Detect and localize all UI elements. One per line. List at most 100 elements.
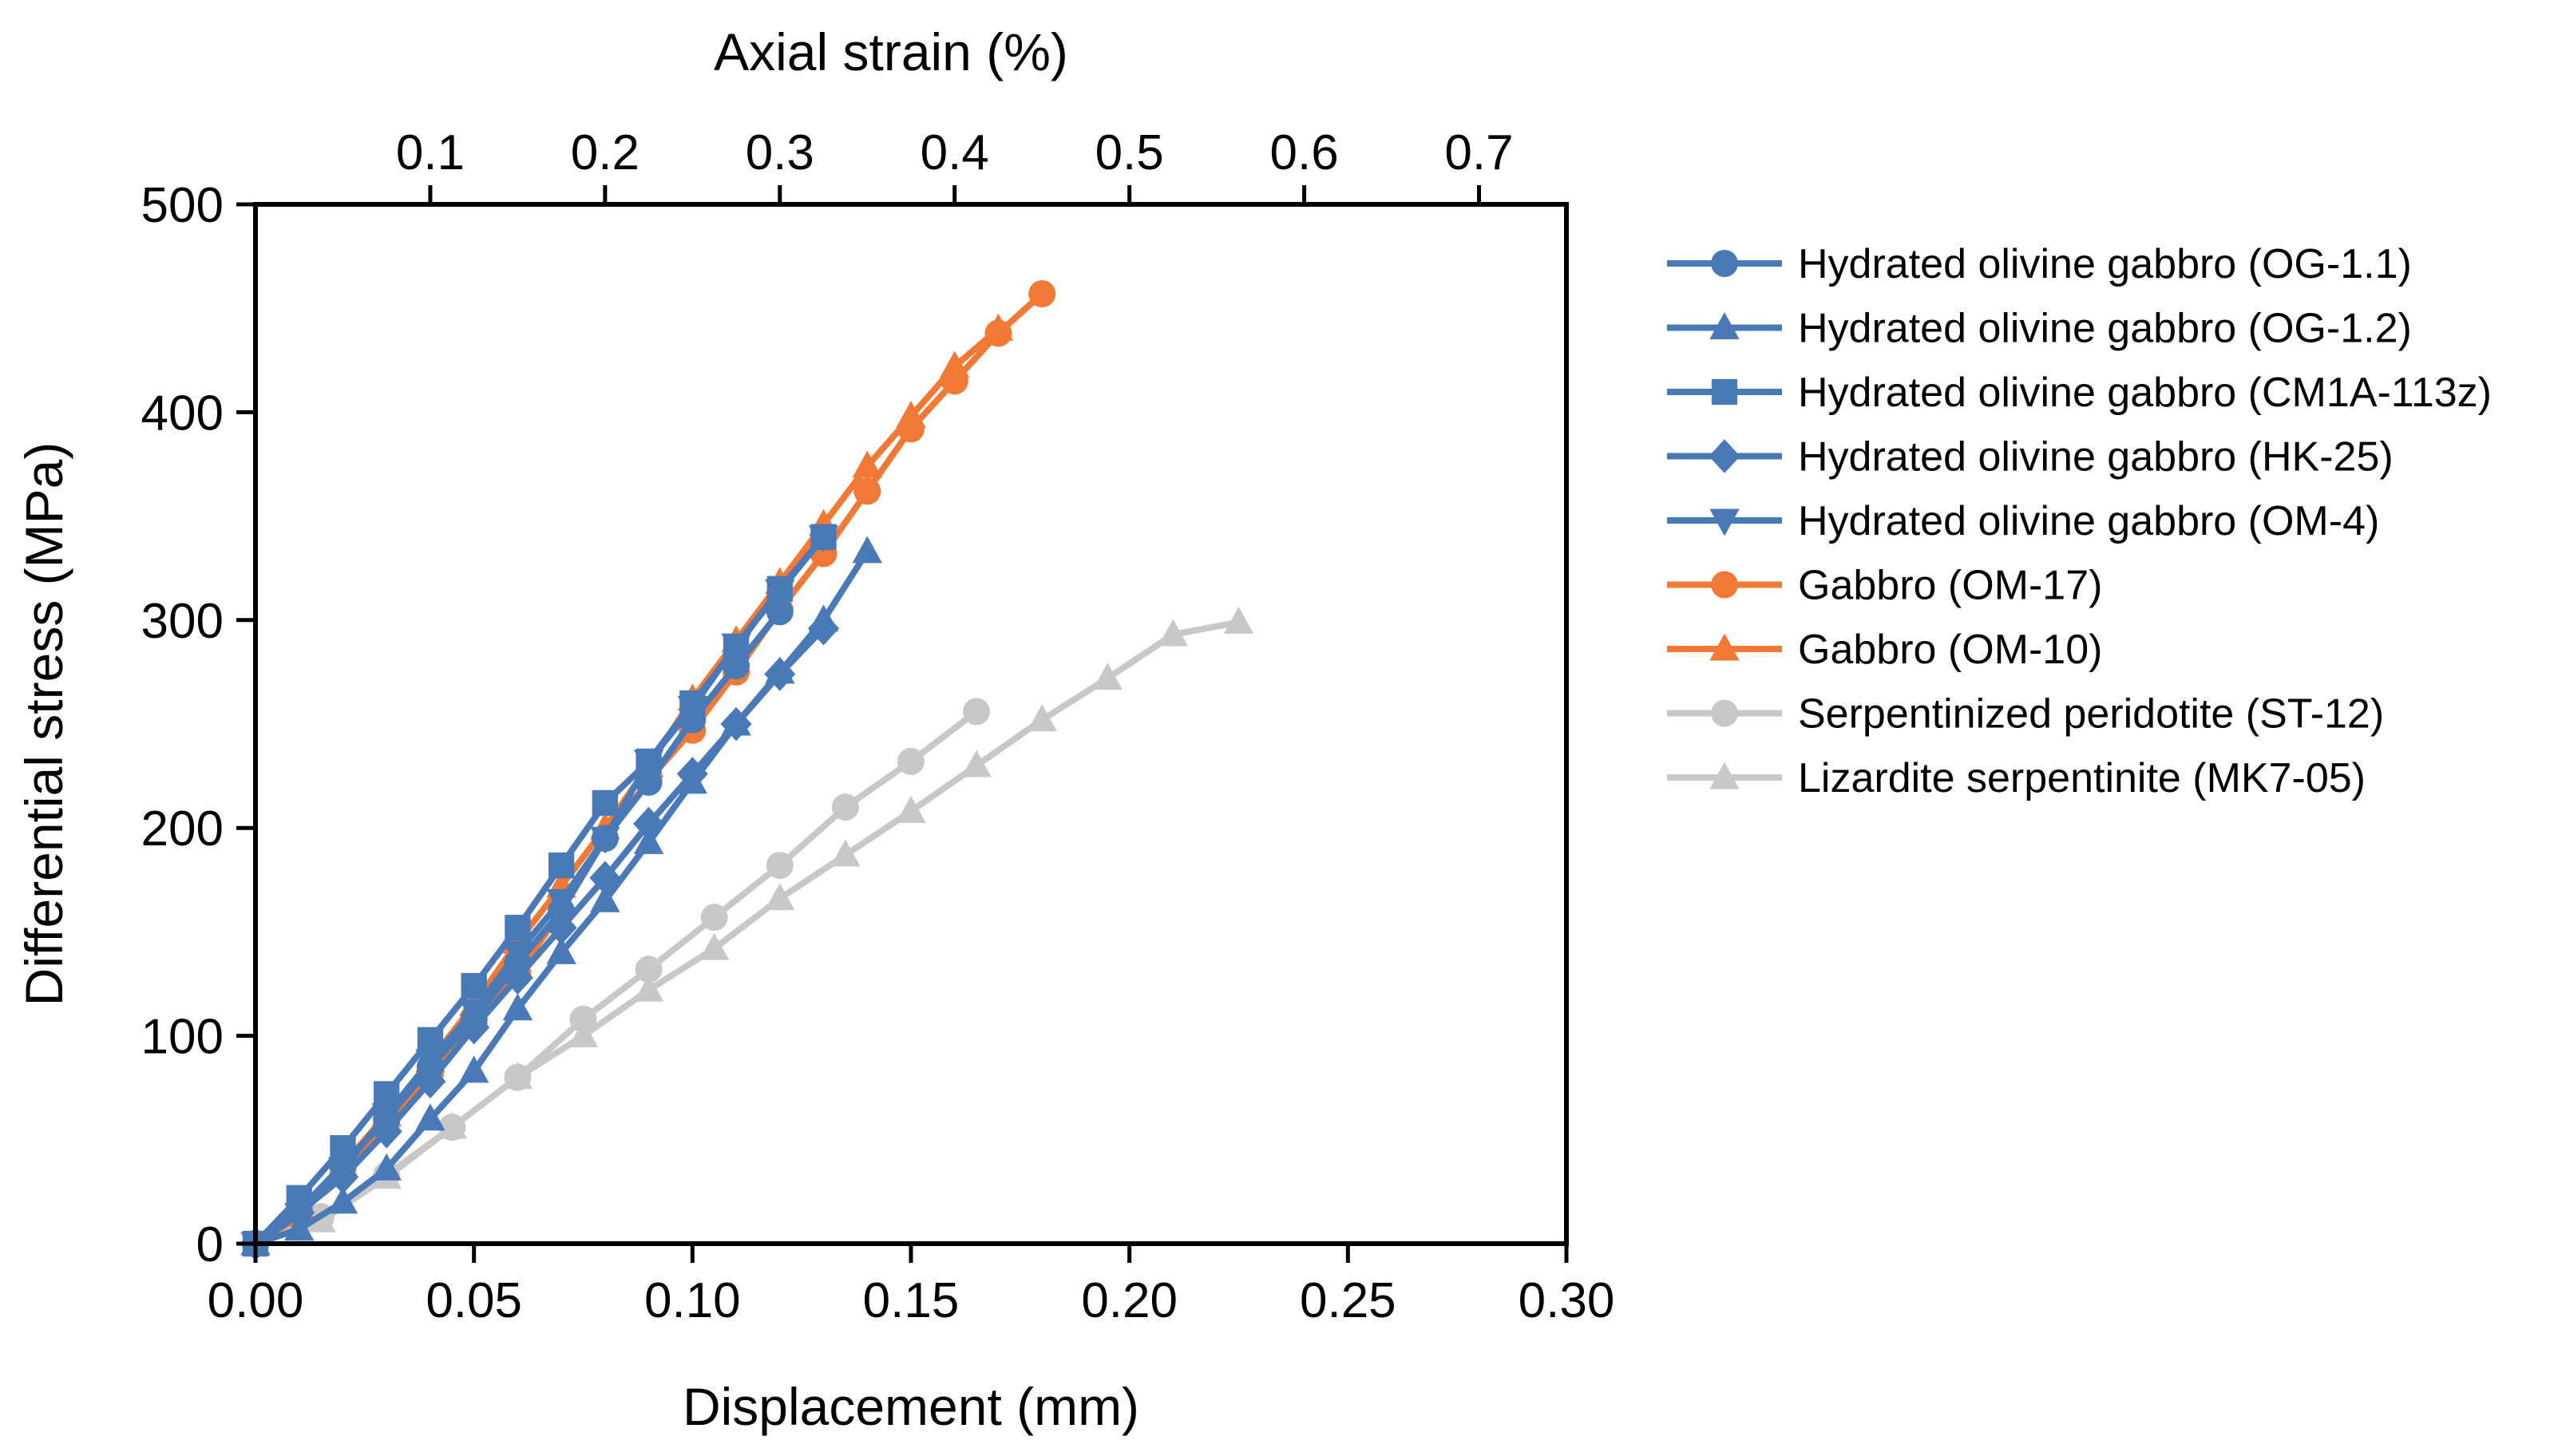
data-point xyxy=(808,525,839,553)
data-point xyxy=(831,793,859,821)
data-point xyxy=(852,536,882,564)
legend-marker xyxy=(1711,699,1738,727)
data-point xyxy=(545,910,577,945)
x2-tick-label: 0.7 xyxy=(1444,125,1513,180)
legend-label: Hydrated olivine gabbro (OG-1.2) xyxy=(1798,306,2412,352)
x-axis-title: Displacement (mm) xyxy=(683,1377,1139,1436)
data-point xyxy=(458,999,489,1027)
y-tick-label: 500 xyxy=(141,178,224,233)
legend-entry: Gabbro (OM-17) xyxy=(1667,563,2102,609)
data-point xyxy=(1027,704,1057,732)
data-point xyxy=(766,598,794,626)
legend-entry: Hydrated olivine gabbro (CM1A-113z) xyxy=(1667,370,2492,416)
data-point xyxy=(961,750,992,777)
data-point xyxy=(700,904,728,932)
x-tick-label: 0.30 xyxy=(1519,1273,1615,1328)
legend-entry: Hydrated olivine gabbro (OM-4) xyxy=(1667,498,2379,544)
legend-label: Lizardite serpentinite (MK7-05) xyxy=(1798,755,2366,801)
data-point xyxy=(568,1020,599,1048)
legend-marker xyxy=(1709,508,1740,536)
legend-label: Hydrated olivine gabbro (HK-25) xyxy=(1798,434,2394,481)
data-point xyxy=(502,993,533,1021)
data-point xyxy=(1028,279,1056,307)
data-point xyxy=(633,750,664,777)
data-point xyxy=(546,936,576,964)
legend-marker xyxy=(1711,250,1738,277)
data-point xyxy=(940,350,970,378)
data-point xyxy=(327,1186,358,1214)
data-point xyxy=(897,747,925,775)
data-point xyxy=(983,313,1014,341)
legend-entry: Hydrated olivine gabbro (OG-1.2) xyxy=(1667,306,2412,352)
x-tick-label: 0.10 xyxy=(644,1273,741,1328)
data-point xyxy=(590,884,620,912)
legend-label: Gabbro (OM-17) xyxy=(1798,563,2102,609)
data-point xyxy=(830,839,861,867)
x-tick-label: 0.15 xyxy=(863,1273,960,1328)
data-point xyxy=(676,757,708,791)
legend-marker xyxy=(1709,439,1740,473)
legend-marker xyxy=(1711,378,1738,406)
data-point xyxy=(896,795,926,823)
data-point xyxy=(963,698,991,726)
y-axis-title: Differential stress (MPa) xyxy=(14,442,73,1007)
y-tick-label: 400 xyxy=(141,386,224,441)
data-point xyxy=(327,1157,358,1185)
legend-label: Hydrated olivine gabbro (OG-1.1) xyxy=(1798,241,2412,287)
data-point xyxy=(590,826,620,854)
x-tick-label: 0.25 xyxy=(1300,1273,1396,1328)
legend-entry: Hydrated olivine gabbro (HK-25) xyxy=(1667,434,2394,481)
x2-tick-label: 0.2 xyxy=(571,125,639,180)
data-point xyxy=(766,852,794,880)
legend-marker xyxy=(1709,762,1740,789)
legend-label: Hydrated olivine gabbro (OM-4) xyxy=(1798,498,2379,544)
data-point xyxy=(635,956,663,983)
x2-tick-label: 0.1 xyxy=(396,125,465,180)
data-point xyxy=(764,657,796,691)
x2-tick-label: 0.6 xyxy=(1269,125,1338,180)
data-point xyxy=(1158,619,1189,647)
data-point xyxy=(501,960,533,995)
data-point xyxy=(677,695,708,723)
data-point xyxy=(853,477,881,505)
data-point xyxy=(589,861,621,895)
x2-tick-label: 0.3 xyxy=(746,125,814,180)
data-point xyxy=(765,579,795,607)
data-point xyxy=(371,1153,402,1181)
x2-tick-label: 0.5 xyxy=(1095,125,1164,180)
data-point xyxy=(371,1103,402,1131)
data-point xyxy=(569,1005,597,1033)
data-point xyxy=(592,789,619,817)
legend-entry: Serpentinized peridotite (ST-12) xyxy=(1667,691,2384,738)
legend-label: Serpentinized peridotite (ST-12) xyxy=(1798,691,2384,738)
data-point xyxy=(807,611,840,646)
data-point xyxy=(548,852,575,879)
data-point xyxy=(699,932,730,960)
x-tick-label: 0.00 xyxy=(208,1273,304,1328)
legend-entry: Gabbro (OM-10) xyxy=(1667,627,2102,673)
legend-label: Hydrated olivine gabbro (CM1A-113z) xyxy=(1798,370,2492,416)
data-point xyxy=(414,1064,446,1099)
data-point xyxy=(284,1203,315,1231)
legend-marker xyxy=(1709,633,1740,661)
data-point xyxy=(370,1114,402,1149)
y-tick-label: 200 xyxy=(141,801,224,857)
plot-frame xyxy=(253,202,1569,1246)
data-point xyxy=(896,401,926,429)
y-tick-label: 300 xyxy=(141,594,224,649)
data-point xyxy=(721,633,751,661)
series-5 xyxy=(240,525,839,1260)
y-tick-label: 100 xyxy=(141,1010,224,1065)
data-point xyxy=(458,1055,489,1083)
data-point xyxy=(546,888,576,916)
x-tick-label: 0.05 xyxy=(426,1273,522,1328)
legend-entry: Hydrated olivine gabbro (OG-1.1) xyxy=(1667,241,2412,287)
data-point xyxy=(437,1111,467,1139)
data-point xyxy=(502,1062,533,1090)
data-point xyxy=(415,1103,445,1131)
legend-entry: Lizardite serpentinite (MK7-05) xyxy=(1667,755,2366,801)
y-tick-label: 0 xyxy=(196,1217,224,1272)
x2-tick-label: 0.4 xyxy=(921,125,989,180)
